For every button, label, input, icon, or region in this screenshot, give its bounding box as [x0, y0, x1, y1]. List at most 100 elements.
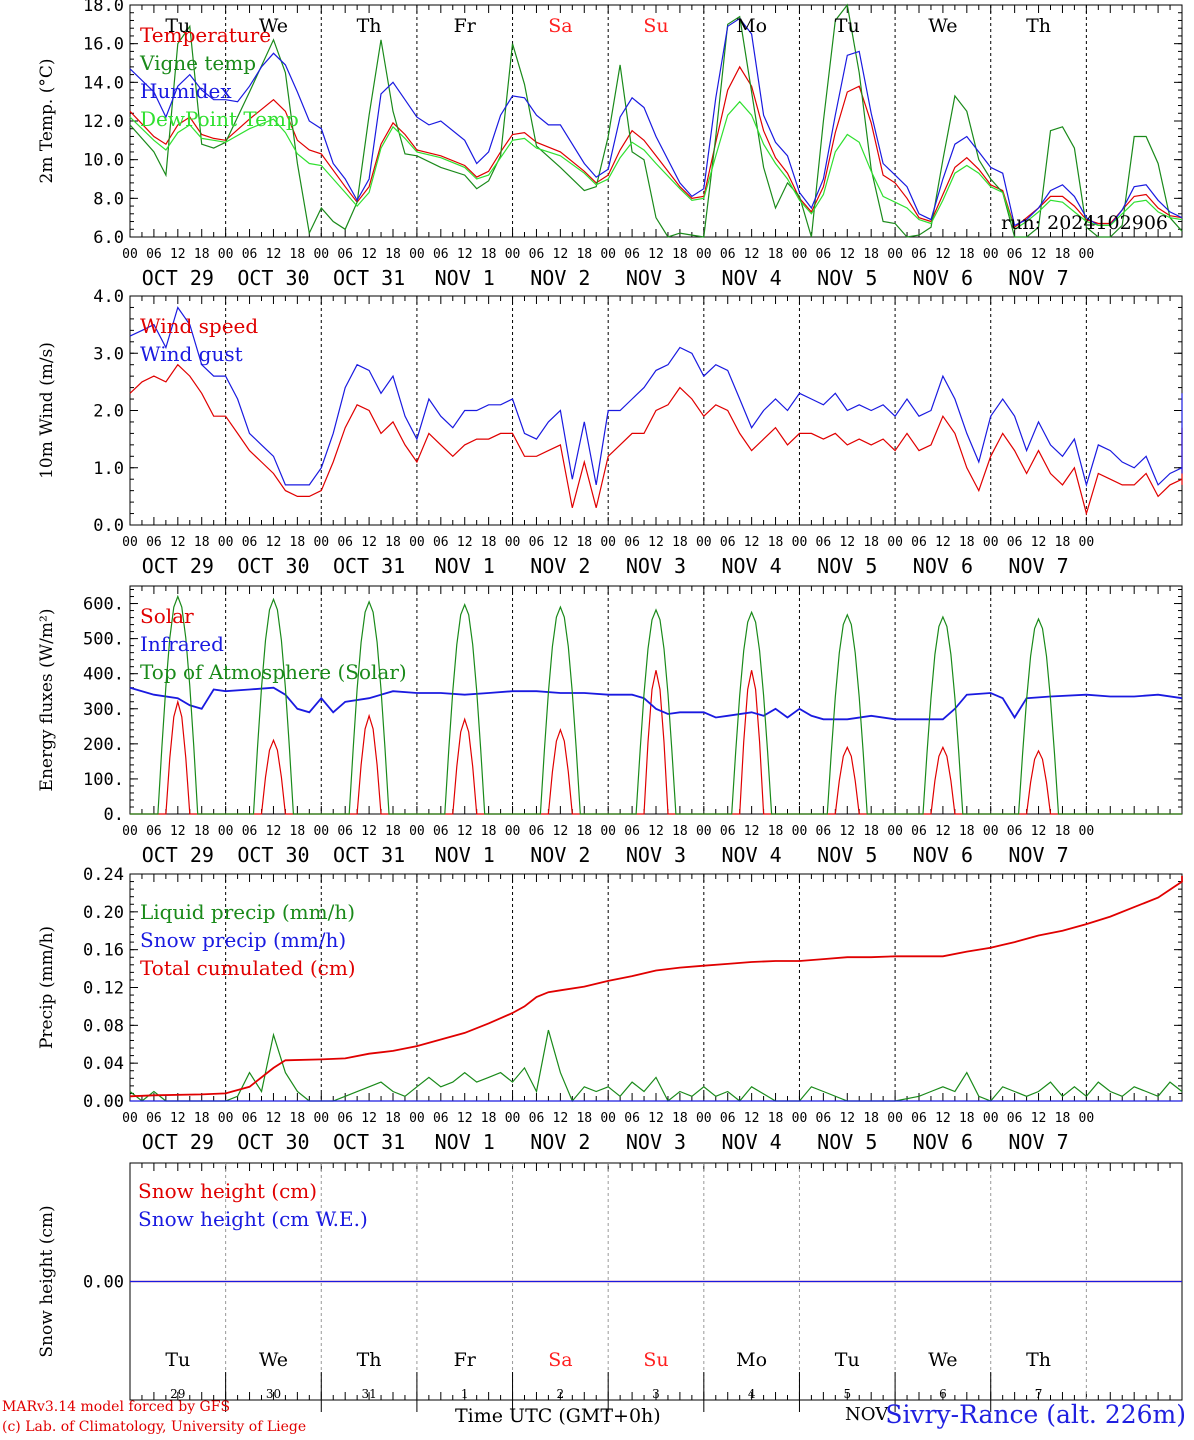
hour-tick-label: 00 [505, 535, 521, 550]
day-number-label: 1 [461, 1387, 469, 1401]
model-credit-line2: (c) Lab. of Climatology, University of L… [2, 1419, 307, 1435]
hour-tick-label: 18 [959, 824, 975, 839]
hour-tick-label: 00 [1079, 1111, 1095, 1126]
hour-tick-label: 18 [576, 824, 592, 839]
y-axis-label: Energy fluxes (W/m²) [37, 609, 57, 792]
hour-tick-label: 12 [553, 535, 569, 550]
hour-tick-label: 18 [959, 535, 975, 550]
hour-tick-label: 06 [337, 1111, 353, 1126]
day-number-label: 2 [557, 1387, 565, 1401]
hour-tick-label: 06 [720, 1111, 736, 1126]
date-label: OCT 30 [237, 266, 309, 290]
y-tick-label: 0.0 [93, 516, 124, 536]
hour-tick-label: 12 [361, 824, 377, 839]
date-label: OCT 30 [237, 554, 309, 578]
date-label: NOV 2 [530, 266, 590, 290]
legend-entry: Total cumulated (cm) [140, 956, 356, 980]
series-line-vigne-temp [129, 3, 1183, 238]
date-label: NOV 6 [913, 554, 973, 578]
day-number-label: 5 [843, 1387, 851, 1401]
y-tick-label: 600. [83, 595, 124, 615]
hour-tick-label: 12 [361, 535, 377, 550]
hour-tick-label: 12 [170, 247, 186, 262]
hour-tick-label: 00 [696, 247, 712, 262]
panel-frame-energy [129, 585, 1183, 815]
hour-tick-label: 06 [1007, 535, 1023, 550]
hour-tick-label: 12 [744, 824, 760, 839]
hour-tick-label: 18 [385, 247, 401, 262]
hour-tick-label: 00 [600, 1111, 616, 1126]
legend-entry: DewPoint Temp [140, 107, 299, 131]
hour-tick-label: 00 [409, 1111, 425, 1126]
weekday-label: Su [643, 15, 668, 37]
model-credit-line1: MARv3.14 model forced by GFS [2, 1399, 231, 1415]
hour-tick-label: 06 [816, 247, 832, 262]
hour-tick-label: 18 [576, 535, 592, 550]
hour-tick-label: 06 [624, 247, 640, 262]
weekday-label: Su [643, 1349, 668, 1371]
hour-tick-label: 00 [1079, 535, 1095, 550]
weekday-label: Th [357, 1349, 382, 1371]
weekday-label: We [928, 15, 957, 37]
hour-tick-label: 00 [313, 247, 329, 262]
hour-tick-label: 06 [720, 535, 736, 550]
hour-tick-label: 00 [409, 247, 425, 262]
hour-tick-label: 12 [170, 824, 186, 839]
hour-tick-label: 18 [672, 824, 688, 839]
weekday-label: We [928, 1349, 957, 1371]
series-line-solar [130, 670, 1182, 815]
legend-entry: Wind speed [140, 314, 258, 338]
weekday-label: Sa [548, 1349, 572, 1371]
hour-tick-label: 06 [433, 1111, 449, 1126]
y-tick-label: 10.0 [83, 151, 124, 171]
hour-tick-label: 12 [457, 824, 473, 839]
hour-tick-label: 00 [122, 247, 138, 262]
hour-tick-label: 06 [146, 1111, 162, 1126]
hour-tick-label: 00 [505, 824, 521, 839]
y-tick-label: 12.0 [83, 112, 124, 132]
date-label: NOV 2 [530, 554, 590, 578]
hour-tick-label: 12 [648, 1111, 664, 1126]
date-label: NOV 7 [1008, 266, 1068, 290]
hour-tick-label: 06 [146, 824, 162, 839]
hour-tick-label: 00 [409, 824, 425, 839]
weekday-label: We [259, 1349, 288, 1371]
hour-tick-label: 12 [266, 535, 282, 550]
date-label: NOV 6 [913, 1130, 973, 1154]
y-tick-label: 0.00 [83, 1273, 124, 1293]
hour-tick-label: 06 [529, 1111, 545, 1126]
hour-tick-label: 00 [122, 535, 138, 550]
date-label: OCT 30 [237, 1130, 309, 1154]
date-label: NOV 4 [722, 266, 782, 290]
hour-tick-label: 06 [242, 1111, 258, 1126]
hour-tick-label: 00 [696, 824, 712, 839]
y-tick-label: 0.12 [83, 979, 124, 999]
legend-entry: Wind gust [140, 342, 243, 366]
series-line-humidex [129, 17, 1183, 227]
hour-tick-label: 18 [1055, 1111, 1071, 1126]
hour-tick-label: 12 [170, 1111, 186, 1126]
hour-tick-label: 12 [744, 1111, 760, 1126]
date-label: NOV 1 [435, 554, 495, 578]
hour-tick-label: 12 [839, 824, 855, 839]
hour-tick-label: 18 [194, 824, 210, 839]
hour-tick-label: 00 [887, 247, 903, 262]
hour-tick-label: 18 [481, 824, 497, 839]
legend-entry: Snow precip (mm/h) [140, 928, 346, 952]
date-label: NOV 4 [722, 1130, 782, 1154]
hour-tick-label: 06 [242, 247, 258, 262]
day-number-label: 3 [652, 1387, 660, 1401]
weekday-label: Tu [835, 1349, 860, 1371]
hour-tick-label: 18 [481, 247, 497, 262]
y-axis-label: Snow height (cm) [37, 1205, 57, 1357]
y-axis-label: Precip (mm/h) [37, 926, 57, 1049]
y-tick-label: 16.0 [83, 35, 124, 55]
legend-entry: Liquid precip (mm/h) [140, 900, 355, 924]
hour-tick-label: 12 [648, 247, 664, 262]
hour-tick-label: 18 [194, 535, 210, 550]
date-label: OCT 31 [333, 554, 405, 578]
date-label: NOV 7 [1008, 1130, 1068, 1154]
y-tick-label: 500. [83, 630, 124, 650]
hour-tick-label: 00 [122, 824, 138, 839]
hour-tick-label: 12 [839, 1111, 855, 1126]
